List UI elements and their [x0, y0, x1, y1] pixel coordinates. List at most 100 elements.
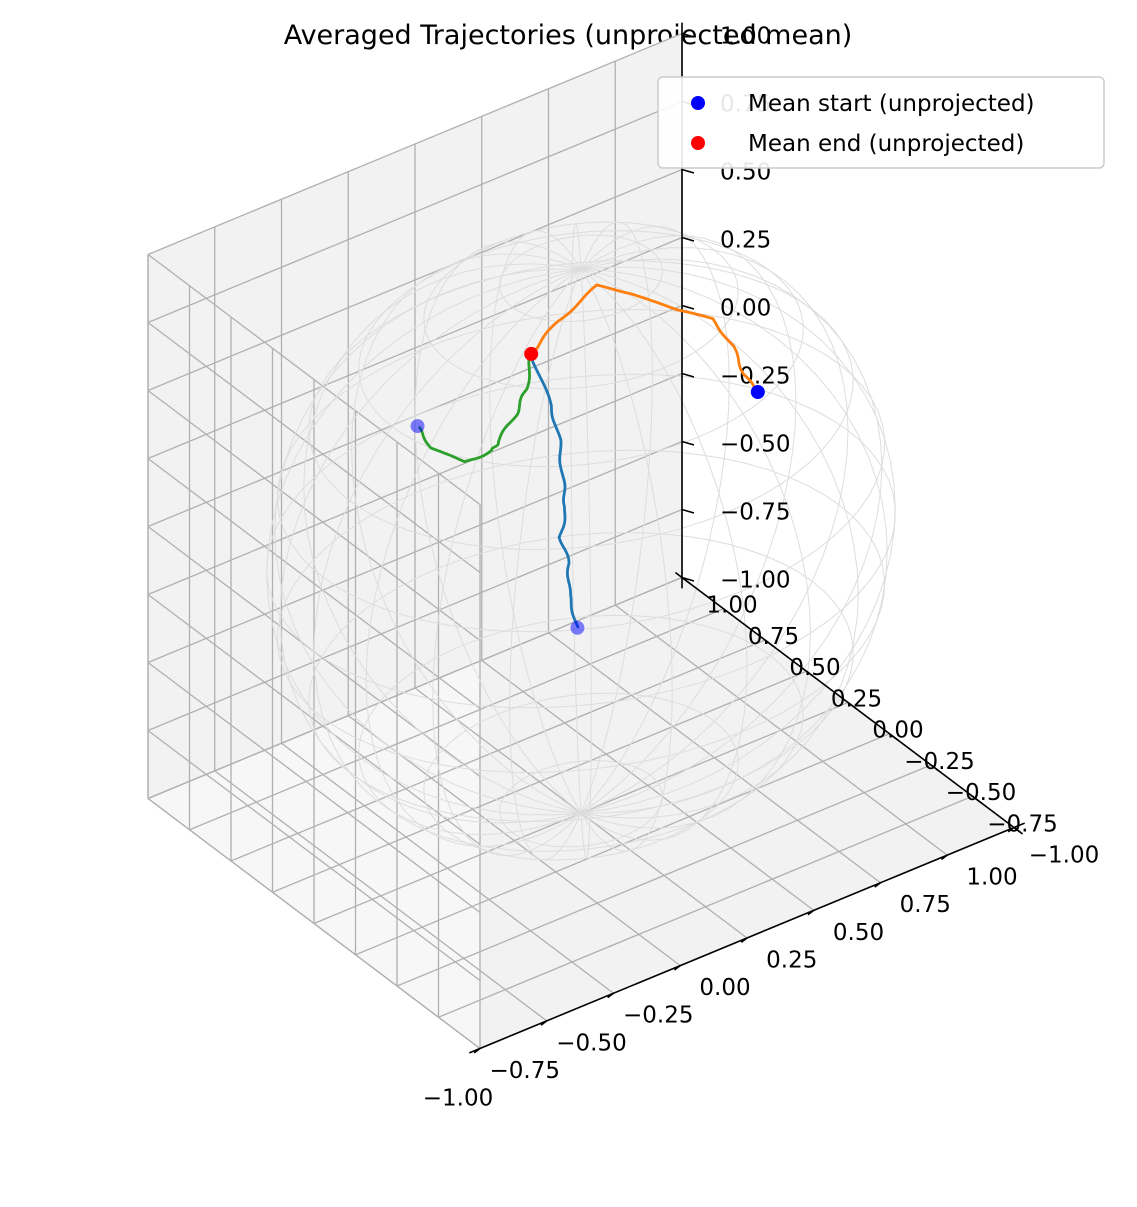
z-axis-tick-label: −1.00: [720, 568, 790, 594]
z-axis-tick: [681, 508, 695, 514]
z-axis-tick: [681, 372, 695, 378]
sphere-meridian: [570, 222, 582, 814]
y-axis-tick-label: −1.00: [1029, 843, 1099, 869]
chart-title: Averaged Trajectories (unprojected mean): [284, 20, 853, 51]
y-axis-tick-label: 0.50: [789, 655, 840, 681]
z-axis-tick-label: −0.50: [720, 432, 790, 458]
x-axis-tick-label: 0.00: [699, 975, 750, 1001]
grid-line-floor-y: [272, 670, 807, 893]
sphere-meridian: [414, 241, 582, 814]
z-axis-tick: [681, 168, 695, 174]
z-axis-tick-label: −0.25: [720, 364, 790, 390]
legend-box: [657, 76, 1105, 169]
y-axis-tick: [972, 795, 982, 804]
grid-line-back-z: [147, 168, 683, 392]
sphere-meridian: [279, 268, 582, 824]
y-axis-tick-label: −0.50: [946, 780, 1016, 806]
y-axis-tick-label: 0.00: [872, 718, 923, 744]
sphere-meridian: [580, 247, 849, 814]
z-axis-tick-label: −0.75: [720, 500, 790, 526]
sphere-meridian: [580, 235, 797, 814]
y-axis-tick-label: −0.75: [987, 811, 1057, 837]
trajectory-line: [530, 283, 758, 393]
y-axis-tick-label: −0.25: [904, 749, 974, 775]
y-axis-tick: [889, 733, 899, 741]
sphere-meridian: [266, 268, 582, 816]
legend-marker-end: [691, 136, 705, 150]
sphere-meridian: [351, 253, 582, 814]
z-axis-tick: [681, 32, 695, 38]
trajectory-line: [417, 353, 533, 464]
axes-grid: [147, 32, 1015, 1050]
sphere-meridian: [580, 221, 653, 814]
y-axis-tick: [764, 639, 775, 648]
x-axis-tick-label: 1.00: [966, 865, 1017, 891]
mean-start-point: [570, 620, 585, 635]
trajectory-line: [529, 353, 580, 629]
x-axis-tick: [740, 937, 748, 944]
grid-line-left-z: [147, 253, 481, 506]
x-axis-tick-label: −0.50: [556, 1030, 626, 1056]
sphere-meridian: [580, 268, 673, 852]
legend-marker-start: [691, 96, 705, 110]
sphere-meridian: [580, 258, 883, 814]
sphere-meridian: [580, 266, 896, 814]
x-axis-tick: [874, 882, 881, 888]
sphere-meridian: [274, 268, 582, 814]
sphere-meridian: [580, 268, 748, 841]
x-axis-tick-label: 0.50: [833, 920, 884, 946]
legend-label-end: Mean end (unprojected): [748, 131, 1024, 157]
grid-line-left-z: [147, 389, 481, 642]
x-axis-tick-label: −0.25: [623, 1003, 693, 1029]
grid-line-floor-x: [614, 604, 948, 856]
z-axis-tick-label: 0.25: [720, 228, 771, 254]
z-axis-tick-label: 1.00: [720, 24, 771, 50]
x-axis-tick-label: 0.25: [766, 947, 817, 973]
y-axis-tick: [847, 701, 858, 710]
sphere-meridian: [489, 230, 582, 814]
grid-line-left-z: [147, 457, 481, 710]
sphere-meridian: [303, 263, 582, 814]
z-axis-tick: [681, 236, 695, 242]
mean-start-point: [410, 419, 425, 434]
x-axis-tick: [940, 854, 948, 861]
z-axis-tick: [681, 440, 695, 446]
z-axis-tick: [681, 304, 695, 310]
y-axis-tick: [723, 608, 733, 616]
grid-line-floor-x: [548, 632, 881, 884]
grid-line-floor-y: [147, 576, 683, 800]
x-axis-tick: [473, 1047, 481, 1054]
x-axis-tick: [540, 1020, 548, 1026]
x-axis-tick: [607, 992, 614, 999]
legend-label-start: Mean start (unprojected): [748, 91, 1035, 117]
sphere-meridian: [580, 225, 730, 814]
y-axis-tick-label: 0.75: [748, 624, 799, 650]
sphere-meridian: [432, 268, 582, 857]
sphere-meridian: [580, 268, 811, 829]
legend: Mean start (unprojected) Mean end (unpro…: [657, 76, 1105, 169]
sphere-meridian: [365, 268, 582, 847]
x-axis-tick-label: 0.75: [900, 892, 951, 918]
sphere-meridian: [313, 268, 582, 835]
x-axis-tick: [807, 909, 815, 916]
trajectory-series: [410, 283, 765, 635]
grid-line-back-z: [147, 32, 683, 256]
z-axis-tick: [681, 576, 695, 582]
y-axis-tick-label: 0.25: [831, 686, 882, 712]
mean-start-point: [750, 385, 765, 399]
y-axis-tick: [930, 764, 941, 773]
y-axis-tick: [806, 670, 816, 679]
x-axis-tick: [1007, 826, 1015, 833]
sphere-meridian: [580, 268, 888, 814]
grid-line-floor-y: [230, 639, 766, 862]
x-axis-tick-label: −0.75: [490, 1058, 560, 1084]
grid-line-floor-x: [481, 659, 815, 911]
y-axis-tick-label: 1.00: [706, 593, 757, 619]
grid-line-back-z: [147, 100, 683, 324]
x-axis-tick: [673, 964, 681, 971]
mean-end-point: [524, 346, 539, 361]
sphere-meridian: [580, 268, 592, 860]
y-axis-tick: [1013, 826, 1024, 835]
z-axis-tick-label: 0.00: [720, 296, 771, 322]
